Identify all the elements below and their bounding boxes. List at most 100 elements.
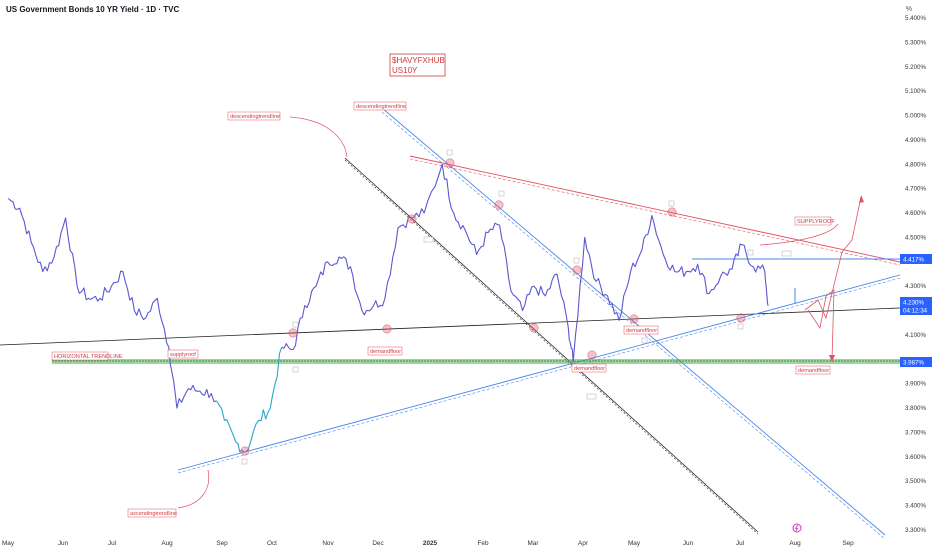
pivot-marker: [586, 393, 597, 400]
projection-path-down: [807, 289, 835, 361]
label-ascending: ascendingtrendline: [130, 511, 177, 517]
y-tick-label: 3.500%: [905, 478, 926, 485]
pivot-marker: [446, 149, 453, 156]
y-tick-label: 5.300%: [905, 39, 926, 46]
label-box-horizontal: [51, 351, 109, 361]
y-tick-label: 4.100%: [905, 332, 926, 339]
pivot-marker: [423, 236, 434, 243]
lightning-icon[interactable]: [792, 523, 802, 533]
supply-roof-line-dash: [409, 158, 901, 266]
label-box-demand-4: [795, 365, 831, 375]
label-box-supplyroof-right: [794, 216, 832, 226]
projection-arrow-down: [829, 355, 835, 362]
label-supplyroof-left: supplyroof: [170, 352, 196, 358]
pivot-highlight-circle: [667, 207, 677, 217]
price-tag-lower-text: 3.987%: [903, 360, 924, 367]
pivot-marker: [641, 337, 648, 344]
y-tick-label: 4.700%: [905, 186, 926, 193]
label-descending-1: descendingtrendline: [230, 114, 280, 120]
pivot-highlight-circle: [572, 265, 582, 275]
ascending-trendline-blue: [177, 274, 901, 471]
watermark-line-1: $HAVYFXHUB: [392, 56, 445, 65]
y-tick-label: 4.500%: [905, 234, 926, 241]
series-line-us10y: [7, 197, 217, 409]
x-tick-label: Feb: [477, 540, 488, 547]
pivot-highlight-circle: [736, 313, 746, 323]
unit-label: %: [905, 6, 912, 13]
pivot-highlight-circle: [629, 314, 639, 324]
x-tick-label: Sep: [842, 540, 854, 547]
x-tick-label: May: [628, 540, 641, 547]
pivot-marker: [241, 458, 248, 465]
pivot-highlight-circle: [382, 324, 392, 334]
pivot-highlight-circle: [288, 328, 298, 338]
pivot-highlight-circle: [587, 350, 597, 360]
y-tick-label: 5.100%: [905, 88, 926, 95]
x-tick-label: Aug: [789, 540, 801, 547]
label-box-ascending: [127, 508, 177, 518]
label-box-descending-1: [227, 111, 281, 121]
y-tick-label: 3.900%: [905, 381, 926, 388]
descending-trendline-blue: [381, 107, 886, 536]
descending-trendline-black: [344, 157, 759, 533]
descending-trendline-black-dash: [344, 159, 759, 535]
label-supplyroof-right: SUPPLYROOF: [797, 219, 835, 225]
projection-arrow-up: [859, 195, 864, 203]
x-tick-label: Jul: [736, 540, 744, 547]
pivot-marker: [737, 323, 744, 330]
y-tick-label: 5.000%: [905, 113, 926, 120]
watermark-box: [389, 53, 446, 77]
label-box-descending-2: [353, 101, 407, 111]
pivot-highlight-circle: [407, 214, 417, 224]
pivot-marker: [292, 366, 299, 373]
label-box-demand-3: [623, 325, 659, 335]
series-line-us10y: [281, 163, 769, 363]
price-tag-upper-text: 4.417%: [903, 257, 924, 264]
horizontal-trendline-black: [0, 307, 901, 346]
price-tag-lower: [900, 357, 932, 367]
y-tick-label: 4.900%: [905, 137, 926, 144]
x-tick-label: Sep: [216, 540, 228, 547]
pivot-marker: [747, 249, 754, 256]
projection-path-up: [804, 196, 862, 320]
watermark-line-2: US10Y: [392, 66, 418, 75]
pivot-marker: [781, 250, 792, 257]
lightning-icon-bolt: [794, 524, 799, 532]
series-layer: [7, 163, 769, 453]
x-tick-label: 2025: [423, 540, 438, 547]
callout-curve-supply: [759, 223, 839, 246]
y-tick-label: 3.300%: [905, 527, 926, 534]
y-tick-label: 3.700%: [905, 429, 926, 436]
series-line-us10y: [216, 346, 283, 453]
label-demand-2: demandfloor: [574, 366, 605, 372]
y-tick-label: 3.800%: [905, 405, 926, 412]
pivot-highlight-circle: [494, 200, 504, 210]
pivot-marker: [573, 257, 580, 264]
callout-curve-ascending: [177, 469, 210, 509]
y-tick-label: 3.600%: [905, 454, 926, 461]
y-tick-label: 4.800%: [905, 161, 926, 168]
label-demand-1: demandfloor: [370, 349, 401, 355]
label-demand-4: demandfloor: [798, 368, 829, 374]
pivot-highlight-circle: [445, 158, 455, 168]
pivot-highlight-circle: [529, 323, 539, 333]
y-tick-label: 5.400%: [905, 15, 926, 22]
ascending-trendline-blue-dash: [177, 277, 901, 474]
callout-curve-descending: [289, 116, 348, 158]
x-tick-label: Jun: [683, 540, 694, 547]
x-tick-label: Dec: [372, 540, 384, 547]
price-tag-current: [900, 297, 932, 315]
y-tick-label: 3.400%: [905, 503, 926, 510]
horizontal-trendline-green: [52, 359, 900, 364]
pivot-marker: [498, 190, 505, 197]
label-box-supplyroof-left: [167, 349, 199, 359]
chart-title: US Government Bonds 10 YR Yield · 1D · T…: [6, 5, 180, 14]
x-tick-label: Oct: [267, 540, 277, 547]
price-tag-upper: [900, 254, 932, 264]
y-tick-label: 5.200%: [905, 64, 926, 71]
y-tick-label: 4.600%: [905, 210, 926, 217]
x-tick-label: Jul: [108, 540, 116, 547]
x-tick-label: Mar: [527, 540, 539, 547]
